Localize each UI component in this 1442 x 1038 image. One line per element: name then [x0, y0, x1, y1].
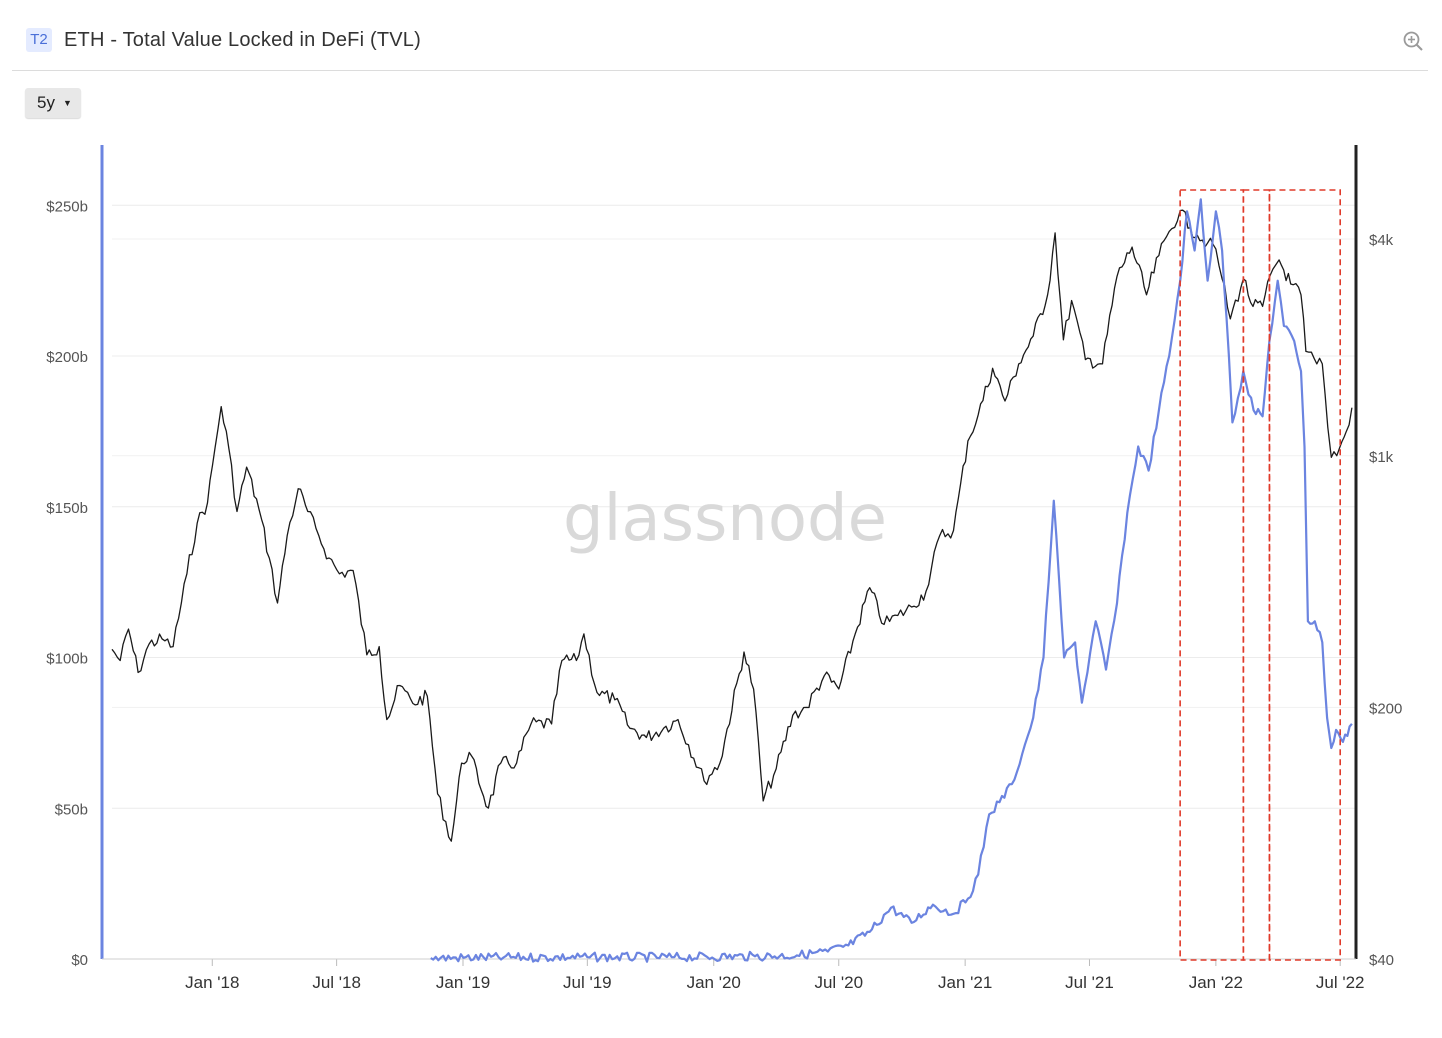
- y-left-tick-label: $150b: [46, 500, 88, 517]
- range-selector-button[interactable]: 5y ▼: [25, 88, 81, 118]
- x-tick-label: Jul '20: [814, 973, 863, 992]
- highlight-boxes: [1179, 189, 1342, 961]
- y-left-tick-label: $250b: [46, 198, 88, 215]
- x-tick-label: Jan '20: [687, 973, 741, 992]
- y-right-tick-label: $200: [1369, 700, 1402, 717]
- x-tick-label: Jan '19: [436, 973, 490, 992]
- x-tick-label: Jan '21: [938, 973, 992, 992]
- watermark: glassnode: [563, 482, 887, 556]
- y-left-tick-label: $50b: [55, 801, 88, 818]
- highlight-box: [1179, 189, 1245, 961]
- zoom-in-icon[interactable]: [1402, 30, 1424, 52]
- gridlines: [112, 204, 1356, 809]
- y-left-tick-label: $100b: [46, 651, 88, 668]
- x-tick-label: Jul '21: [1065, 973, 1114, 992]
- highlight-box: [1242, 189, 1271, 961]
- tier-badge: T2: [26, 28, 52, 52]
- y-left-tick-label: $0: [71, 952, 88, 969]
- x-tick-label: Jan '22: [1189, 973, 1243, 992]
- caret-down-icon: ▼: [63, 98, 72, 108]
- axes: [100, 145, 1358, 966]
- x-tick-label: Jul '18: [312, 973, 361, 992]
- y-right-tick-label: $1k: [1369, 449, 1394, 466]
- x-tick-label: Jan '18: [185, 973, 239, 992]
- y-left-tick-label: $200b: [46, 349, 88, 366]
- x-tick-label: Jul '22: [1316, 973, 1365, 992]
- chart-title: ETH - Total Value Locked in DeFi (TVL): [64, 29, 421, 51]
- series-lines: [111, 198, 1353, 963]
- range-selector-label: 5y: [37, 93, 55, 112]
- y-right-tick-label: $40: [1369, 952, 1394, 969]
- highlight-box: [1268, 189, 1342, 961]
- series-tvl: [430, 198, 1353, 963]
- y-right-tick-label: $4k: [1369, 232, 1394, 249]
- tick-labels: $0 $50b $100b $150b $200b $250b $40 $200 $1k $4k J…: [46, 198, 1402, 992]
- chart-header: T2 ETH - Total Value Locked in DeFi (TVL…: [12, 0, 1428, 71]
- x-tick-label: Jul '19: [563, 973, 612, 992]
- series-eth-price: [111, 209, 1353, 842]
